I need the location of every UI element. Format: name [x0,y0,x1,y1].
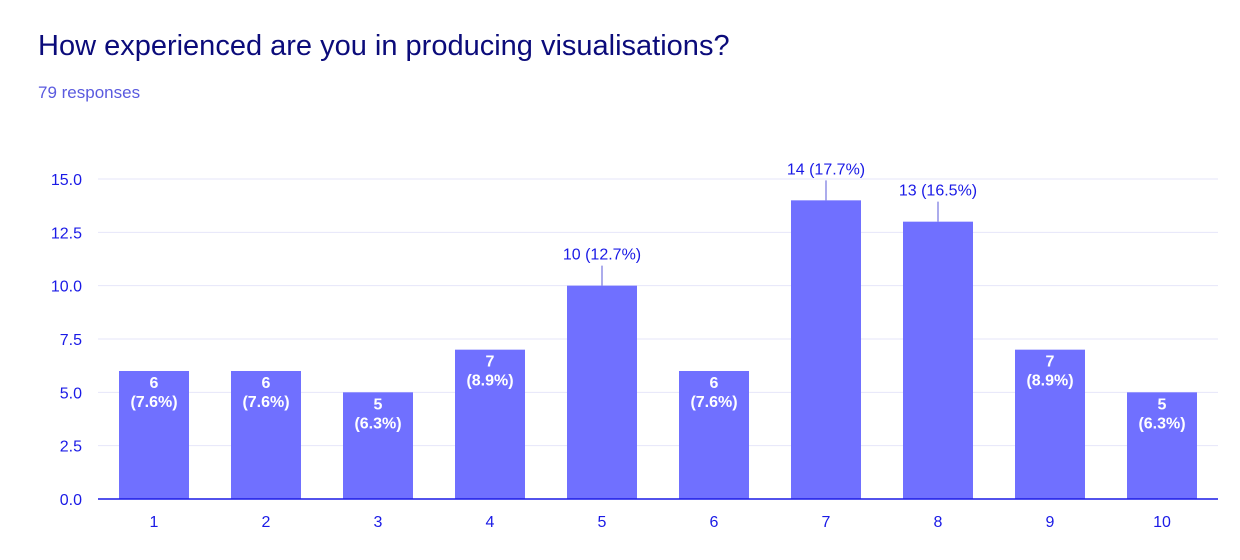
bar [455,349,525,499]
bar-data-label: 13 (16.5%) [899,183,977,200]
y-tick-label: 2.5 [60,439,82,456]
x-tick-label: 7 [822,514,831,531]
bar-count-label: 6 [710,375,719,392]
response-count: 79 responses [38,83,141,102]
x-tick-label: 6 [710,514,719,531]
bar-percent-label: (6.3%) [1138,415,1185,432]
bar [343,392,413,499]
chart-title: How experienced are you in producing vis… [38,30,730,62]
bar [679,371,749,499]
x-tick-label: 4 [486,514,495,531]
bar-data-label: 14 (17.7%) [787,161,865,178]
bar [791,200,861,500]
bar-percent-label: (7.6%) [130,394,177,411]
x-tick-label: 2 [262,514,271,531]
bar [119,371,189,499]
x-tick-label: 1 [150,514,159,531]
bar-data-label: 10 (12.7%) [563,247,641,264]
y-tick-label: 5.0 [60,385,82,402]
y-tick-label: 15.0 [51,172,82,189]
bar-count-label: 6 [150,375,159,392]
y-tick-label: 10.0 [51,279,82,296]
bar-count-label: 6 [262,375,271,392]
x-tick-label: 8 [934,514,943,531]
bar-count-label: 5 [374,396,383,413]
bar-count-label: 7 [1046,354,1055,371]
bar-percent-label: (7.6%) [690,394,737,411]
bar-percent-label: (7.6%) [242,394,289,411]
bar-percent-label: (8.9%) [466,373,513,390]
bar [1015,349,1085,499]
bar [231,371,301,499]
y-tick-label: 12.5 [51,225,82,242]
bar [1127,392,1197,499]
x-tick-label: 5 [598,514,607,531]
bar-count-label: 7 [486,354,495,371]
y-tick-label: 0.0 [60,492,82,509]
x-tick-label: 10 [1153,514,1171,531]
y-tick-label: 7.5 [60,332,82,349]
x-tick-label: 3 [374,514,383,531]
bar [567,285,637,499]
bar-count-label: 5 [1158,396,1167,413]
bar [903,221,973,499]
bar-percent-label: (8.9%) [1026,373,1073,390]
bar-percent-label: (6.3%) [354,415,401,432]
x-tick-label: 9 [1046,514,1055,531]
